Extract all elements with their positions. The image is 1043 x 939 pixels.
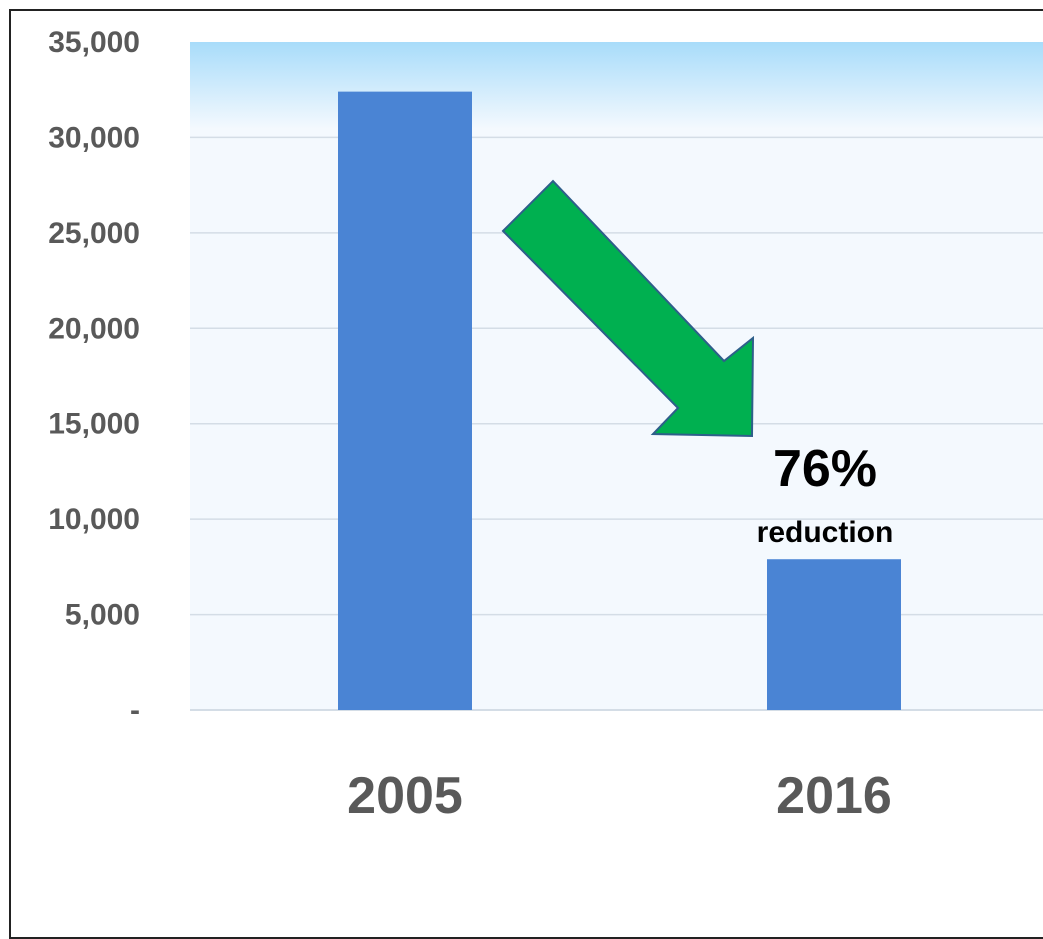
y-tick-label: 5,000 [65,599,140,632]
x-category-label: 2016 [776,767,892,825]
reduction-arrow-icon [501,179,755,438]
x-axis-categories: 2005 2016 [347,767,892,825]
y-tick-label: 35,000 [48,26,140,59]
x-category-label: 2005 [347,767,463,825]
reduction-label: reduction [757,516,894,549]
y-tick-label: - [130,694,140,727]
y-tick-label: 25,000 [48,217,140,250]
gridlines [190,136,1043,711]
bars [338,91,901,710]
y-tick-label: 20,000 [48,312,140,345]
y-axis-ticks: - 5,000 10,000 15,000 20,000 25,000 30,000 35,0… [48,26,140,727]
y-tick-label: 30,000 [48,121,140,154]
reduction-percent: 76% [773,440,877,498]
plot-area [190,42,1043,710]
bar-2005 [338,91,472,710]
y-tick-label: 15,000 [48,408,140,441]
bar-2016 [767,559,901,710]
y-tick-label: 10,000 [48,503,140,536]
